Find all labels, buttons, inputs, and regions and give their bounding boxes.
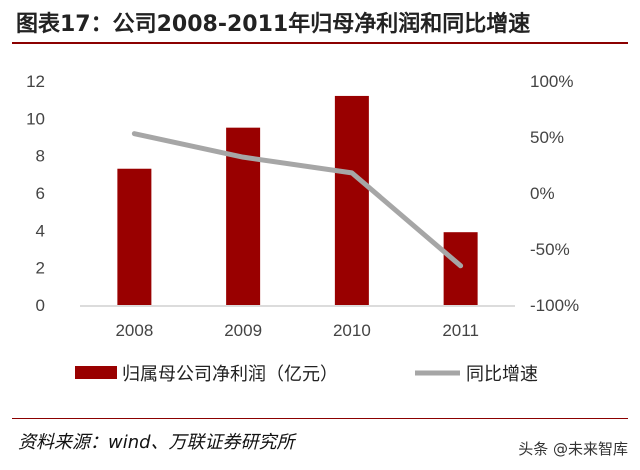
left-tick-label: 12 bbox=[26, 72, 45, 91]
right-tick-label: -50% bbox=[530, 240, 570, 259]
x-tick-label: 2008 bbox=[115, 321, 153, 340]
left-tick-label: 4 bbox=[36, 221, 45, 240]
bar-2010 bbox=[334, 95, 369, 305]
source-note: 资料来源：wind、万联证券研究所 bbox=[18, 432, 295, 453]
watermark: 头条 @未来智库 bbox=[518, 440, 628, 458]
source-divider bbox=[12, 418, 628, 419]
left-tick-label: 6 bbox=[36, 184, 45, 203]
right-tick-label: 50% bbox=[530, 128, 564, 147]
left-tick-label: 0 bbox=[36, 296, 45, 315]
bar-2011 bbox=[443, 232, 478, 305]
left-tick-label: 10 bbox=[26, 109, 45, 128]
bar-2008 bbox=[117, 168, 152, 305]
right-tick-label: 100% bbox=[530, 72, 573, 91]
x-tick-label: 2009 bbox=[224, 321, 262, 340]
right-tick-label: 0% bbox=[530, 184, 555, 203]
x-tick-label: 2010 bbox=[333, 321, 371, 340]
left-tick-label: 2 bbox=[36, 259, 45, 278]
legend-bar-label: 归属母公司净利润（亿元） bbox=[122, 364, 338, 385]
legend-line-label: 同比增速 bbox=[466, 364, 538, 385]
x-tick-label: 2011 bbox=[442, 321, 479, 340]
chart: 0 2 4 6 8 10 12 -100% -50% 0% 50% 100% 2008 2009 2010 2… bbox=[26, 72, 579, 385]
left-tick-label: 8 bbox=[36, 147, 45, 166]
figure-title: 图表17：公司2008-2011年归母净利润和同比增速 bbox=[16, 12, 531, 37]
right-tick-label: -100% bbox=[530, 296, 579, 315]
line-series bbox=[131, 131, 464, 269]
title-divider bbox=[12, 42, 628, 44]
legend-bar-swatch bbox=[75, 366, 117, 379]
